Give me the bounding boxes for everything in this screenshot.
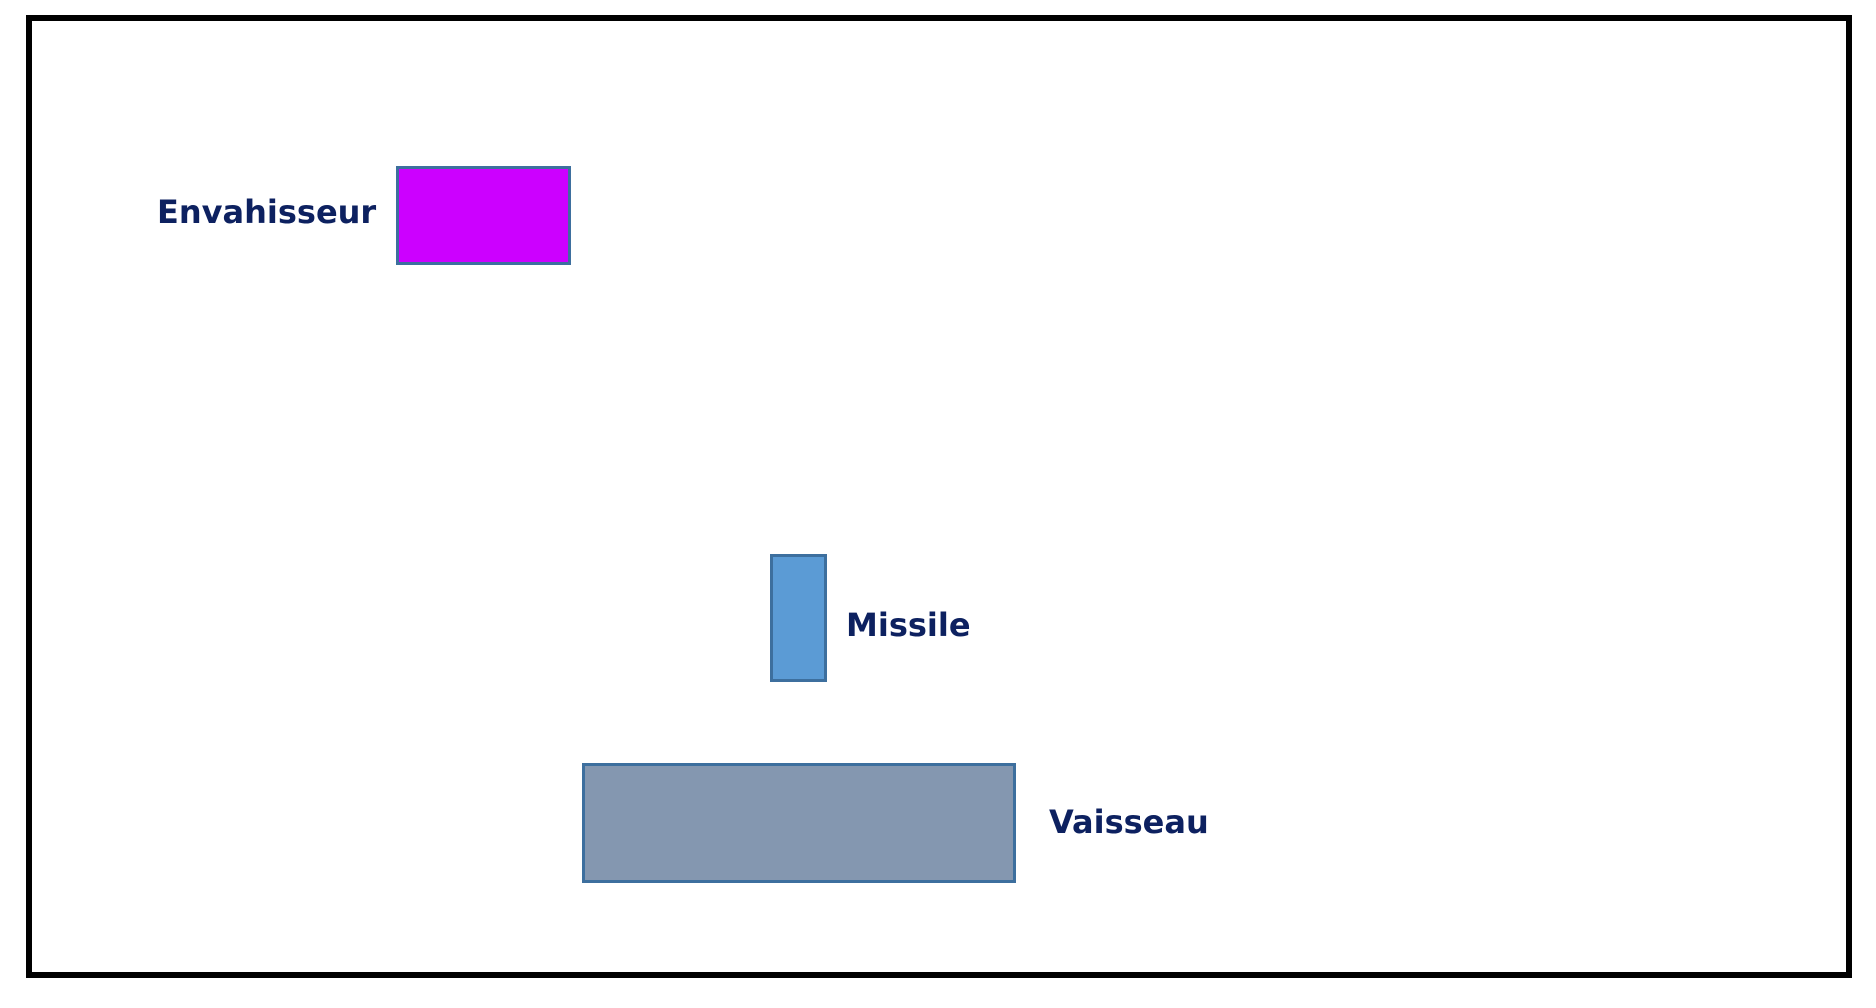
invader-label: Envahisseur	[157, 193, 377, 231]
missile-label: Missile	[846, 606, 971, 644]
invader-sprite	[396, 166, 571, 265]
ship-sprite	[582, 763, 1016, 883]
missile-sprite	[770, 554, 827, 682]
ship-label: Vaisseau	[1049, 803, 1209, 841]
